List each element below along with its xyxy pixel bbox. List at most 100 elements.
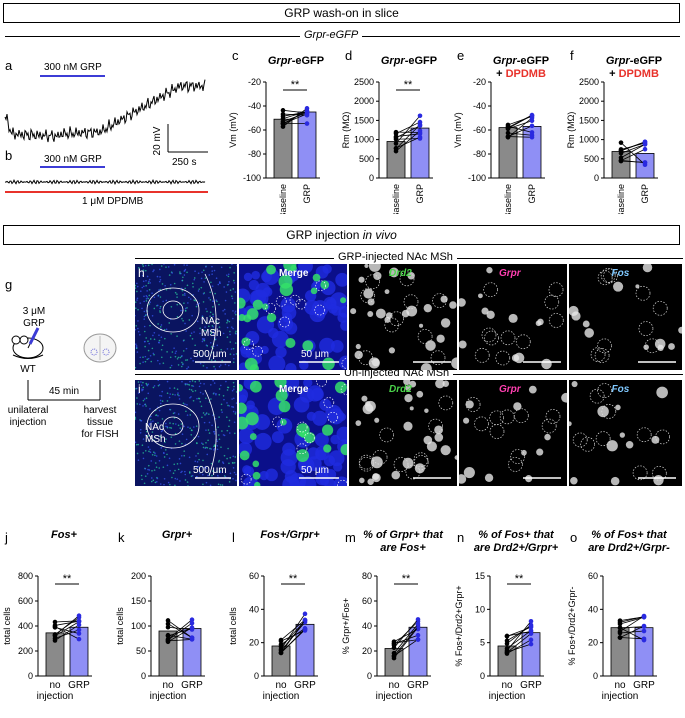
cell-dot [154,454,156,457]
nucleus [324,478,337,486]
cell-dot [231,405,233,408]
cell-dot [227,273,230,276]
cell-dot [153,269,155,271]
cell-dot [194,344,196,347]
cell-dot [211,273,213,275]
nucleus [322,264,332,274]
cell-dot [233,282,236,284]
cell-outline [289,294,301,306]
cell-dot [164,337,166,340]
channel-label: Merge [279,268,309,279]
cell-dot [135,347,138,350]
cell-dot [143,310,146,313]
cell-dot [137,381,140,383]
scale-label: 50 μm [301,465,329,476]
signal-spot [606,440,618,452]
cell-dot [217,426,219,428]
cell-dot [234,456,237,458]
cell-dot [206,345,209,347]
cell-dot [216,470,218,473]
drd2-signal [323,444,332,453]
electrophysiology-traces: 300 nM GRP 300 nM GRP 1 μM DPDMB 20 mV 2… [4,62,208,207]
cell-dot [201,416,203,419]
cell-dot [233,471,236,474]
y-tick-label: -60 [473,125,486,135]
cell-dot [160,324,163,326]
y-tick-label: 500 [359,154,374,164]
cell-outline [327,411,339,423]
cell-dot [211,424,213,427]
cell-dot [190,357,192,360]
cell-dot [186,481,189,483]
cell-dot [210,462,213,465]
cell-dot [226,348,229,350]
cell-dot [183,270,186,272]
cell-dot [172,472,175,475]
cell-dot [145,297,148,300]
cell-dot [135,301,137,303]
panel-letter-i: i [138,382,141,396]
scale-label: 500 μm [193,349,227,360]
cell-dot [142,285,145,288]
cell-dot [229,333,231,336]
cell-dot [147,357,150,360]
cell-dot [179,480,181,482]
cell-dot [195,305,198,308]
cell-dot [154,452,156,454]
cell-dot [140,384,143,386]
cell-dot [210,448,213,450]
cell-dot [160,395,163,397]
cell-dot [216,300,218,303]
subtitle-text: Grpr-eGFP [304,29,359,41]
cell-dot [153,469,156,471]
x-tick-label: no [614,680,626,691]
y-tick-label: 0 [254,671,259,681]
cell-dot [165,438,167,440]
y-axis-label: Rm (MΩ) [341,112,351,149]
cell-dot [188,456,191,459]
region-outline [146,287,200,333]
cell-dot [226,457,228,460]
cell-dot [152,386,155,389]
cell-dot [158,383,161,386]
trace-b [4,179,206,185]
cell-dot [139,432,142,434]
pair-line [54,620,80,623]
point-grp [528,641,534,647]
cell-dot [229,266,231,269]
cell-dot [151,347,154,350]
signal-spot [416,390,424,398]
drd2-signal [322,357,335,370]
y-tick-label: 1500 [579,115,599,125]
cell-dot [231,295,233,297]
pair-line [395,124,421,149]
cell-dot [152,352,155,355]
signal-spot [486,267,493,274]
nucleus [335,272,347,287]
signal-spot [367,478,374,485]
cell-dot [188,319,191,321]
cell-dot [190,433,193,436]
cell-dot [234,342,237,344]
cell-dot [206,453,209,456]
signal-spot [463,466,475,479]
cell-dot [153,353,155,356]
cell-dot [147,264,150,267]
nucleus [251,270,260,280]
cell-dot [144,355,147,358]
cell-dot [170,332,172,335]
sig-label: ** [63,573,72,585]
drd2-signal [254,481,261,486]
cell-dot [215,393,217,396]
point-baseline [393,131,399,136]
cell-dot [142,269,145,272]
cell-dot [137,392,140,394]
drd2-signal [310,287,318,295]
cell-dot [155,481,158,483]
region-boundary [204,273,217,361]
cell-dot [215,299,218,301]
cell-dot [202,412,205,414]
cell-dot [164,284,166,287]
cell-dot [185,410,187,413]
point-grp [189,617,195,623]
